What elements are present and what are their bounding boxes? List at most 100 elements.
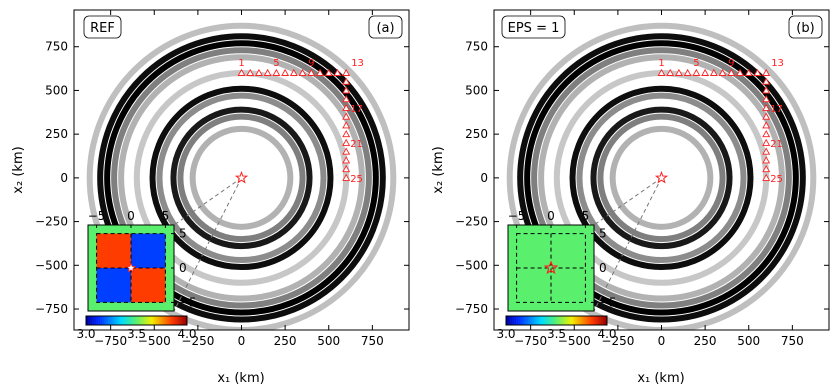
colorbar-segment — [144, 316, 147, 325]
y-tick-label: 750 — [465, 40, 488, 54]
x-tick-label: −250 — [601, 334, 634, 348]
x-tick-label: 500 — [317, 334, 340, 348]
colorbar-segment — [108, 316, 111, 325]
source-star — [654, 170, 669, 184]
receiver-triangle — [263, 68, 272, 76]
colorbar-segment — [156, 316, 160, 325]
wavefront-ring — [149, 85, 334, 271]
x-tick-label: −250 — [181, 334, 214, 348]
colorbar-segment — [540, 316, 543, 325]
colorbar-segment — [520, 316, 523, 325]
panel-label: (a) — [376, 21, 394, 36]
colorbar-segment — [180, 316, 184, 325]
inset-cell — [551, 233, 586, 268]
y-tick-label: 500 — [465, 83, 488, 97]
wavefront-ring — [170, 106, 313, 250]
colorbar-segment — [536, 316, 539, 325]
source-star-shape — [654, 170, 669, 184]
inset-x-tick-label: 0 — [547, 209, 555, 223]
x-axis-label: x₁ (km) — [217, 371, 264, 386]
wavefront-ring — [569, 85, 754, 271]
wavefront-ring — [590, 106, 733, 250]
receiver-label: 17 — [770, 104, 783, 115]
colorbar-segment — [142, 316, 145, 325]
inset-star-shape — [543, 260, 559, 275]
colorbar — [506, 316, 608, 325]
colorbar-segment — [100, 316, 103, 325]
inset-y-tick-label: 0 — [179, 261, 187, 275]
receiver-triangle — [709, 68, 718, 76]
colorbar-segment — [566, 316, 569, 325]
receiver-label: 1 — [658, 58, 664, 69]
colorbar-segment — [162, 316, 166, 325]
colorbar-segment — [590, 316, 594, 325]
colorbar-tick-label: 3.0 — [76, 327, 95, 341]
y-tick-label: 250 — [465, 127, 488, 141]
colorbar-segment — [564, 316, 567, 325]
colorbar-segment — [572, 316, 575, 325]
receiver-triangle — [718, 68, 727, 76]
receiver-triangle — [657, 68, 666, 76]
colorbar-segment — [166, 316, 170, 325]
colorbar-segment — [120, 316, 123, 325]
receiver-triangle — [692, 68, 701, 76]
inset-x-tick-label: 5 — [582, 209, 590, 223]
colorbar-segment — [568, 316, 571, 325]
y-tick-label: 750 — [45, 40, 68, 54]
colorbar-segment — [158, 316, 162, 325]
y-tick-label: 0 — [480, 171, 488, 185]
colorbar-segment — [560, 316, 563, 325]
receiver-triangle — [316, 68, 324, 76]
colorbar-segment — [172, 316, 176, 325]
colorbar-segment — [86, 316, 89, 325]
receiver-triangle — [762, 68, 771, 76]
x-tick-label: 500 — [737, 334, 760, 348]
colorbar-segment — [160, 316, 164, 325]
colorbar-segment — [94, 316, 97, 325]
wavefront-ring — [609, 125, 714, 230]
colorbar-segment — [576, 316, 580, 325]
panel-label-box — [368, 15, 403, 39]
receiver-triangle — [762, 138, 771, 146]
y-tick-label: 500 — [45, 83, 68, 97]
colorbar-segment — [126, 316, 129, 325]
inset-y-tick-label: 0 — [599, 261, 607, 275]
receiver-label: 9 — [728, 58, 734, 69]
receiver-triangle — [753, 68, 762, 76]
colorbar-segment — [600, 316, 604, 325]
receiver-labels: 1 5 9 13 17 21 25 — [238, 58, 364, 185]
inset-guide-lines — [173, 177, 242, 312]
receiver-triangle — [342, 103, 351, 111]
wavefront-ring — [531, 47, 792, 309]
receiver-triangle — [342, 68, 351, 76]
inset-cell — [96, 268, 131, 303]
colorbar-segment — [122, 316, 125, 325]
colorbar-segment — [132, 316, 135, 325]
x-tick-label: −750 — [514, 334, 547, 348]
inset-x-tick-label: −5 — [88, 209, 106, 223]
colorbar-segment — [170, 316, 174, 325]
receiver-triangle — [342, 147, 351, 155]
colorbar-segment — [104, 316, 107, 325]
inset-y-tick-labels: 5 0 −5 — [171, 227, 197, 309]
colorbar-segment — [140, 316, 143, 325]
inset-cell — [131, 233, 166, 268]
wavefront-ring — [111, 47, 372, 309]
wavefront-ring — [576, 92, 747, 264]
wavefront-ring — [118, 54, 365, 302]
inset-cell — [551, 268, 586, 303]
receiver-triangle — [342, 173, 351, 181]
y-tick-label: −500 — [35, 258, 68, 272]
colorbar-segment — [92, 316, 95, 325]
colorbar-segment — [182, 316, 186, 325]
inset-star-shape — [125, 262, 137, 273]
receiver-triangle — [342, 156, 351, 164]
receiver-label: 21 — [350, 139, 363, 150]
inset-grid-lines — [96, 233, 166, 303]
colorbar-segment — [106, 316, 109, 325]
colorbar-segment — [134, 316, 137, 325]
receiver-labels: 1 5 9 13 17 21 25 — [658, 58, 784, 185]
colorbar-segment — [146, 316, 149, 325]
colorbar-segment — [602, 316, 606, 325]
